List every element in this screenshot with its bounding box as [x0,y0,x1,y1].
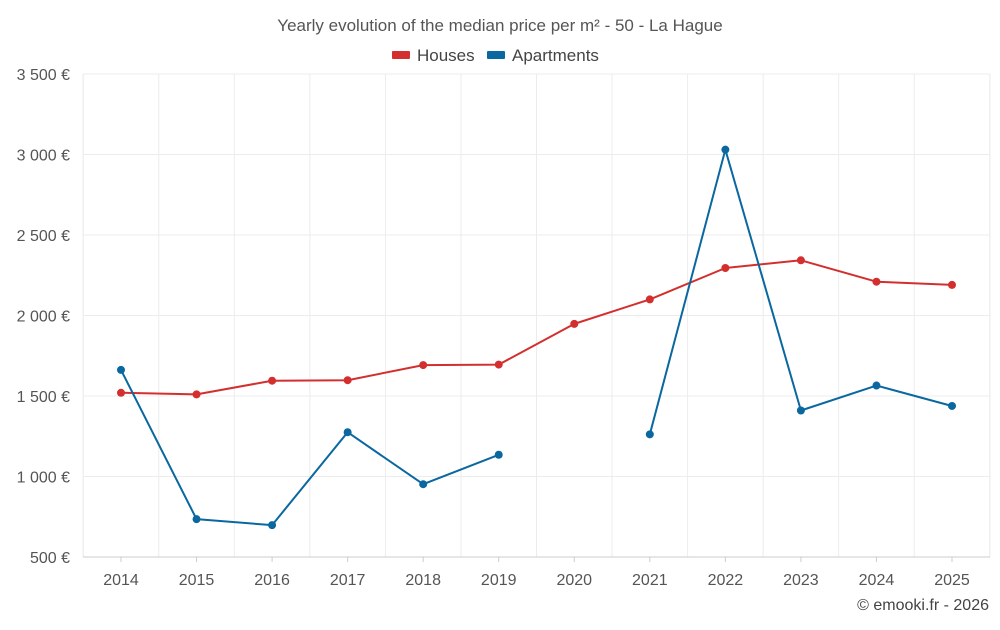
x-tick-label: 2025 [934,572,970,589]
data-point-houses-2016[interactable] [268,376,277,385]
y-tick-label: 2 000 € [17,309,70,326]
data-point-apartments-2021[interactable] [645,430,654,439]
x-tick-label: 2023 [783,572,819,589]
y-tick-label: 3 000 € [17,148,70,165]
legend: Houses Apartments [392,46,599,65]
y-tick-label: 1 500 € [17,389,70,406]
chart-title: Yearly evolution of the median price per… [277,16,722,35]
y-tick-label: 2 500 € [17,228,70,245]
series-line-apartments [648,148,953,435]
data-point-apartments-2018[interactable] [419,480,428,489]
x-tick-label: 2021 [632,572,668,589]
data-point-houses-2017[interactable] [343,376,352,385]
legend-swatch-apartments [487,51,505,59]
axes [83,556,990,562]
data-point-apartments-2025[interactable] [948,401,956,410]
data-point-houses-2025[interactable] [948,280,956,289]
data-point-apartments-2019[interactable] [494,450,503,459]
y-axis-tick-labels: 500 € 1 000 € 1 500 € 2 000 € 2 500 € 3 000 €… [17,67,70,567]
data-point-houses-2023[interactable] [796,256,805,265]
series-points [117,145,956,530]
x-gridlines [82,74,991,557]
data-point-apartments-2023[interactable] [796,406,805,415]
data-point-houses-2020[interactable] [570,319,579,328]
data-point-apartments-2014[interactable] [117,365,125,374]
x-tick-label: 2014 [103,572,139,589]
legend-swatch-houses [392,51,410,59]
legend-label-houses: Houses [417,46,475,65]
data-point-houses-2019[interactable] [494,360,503,369]
data-point-houses-2021[interactable] [645,295,654,304]
data-point-apartments-2015[interactable] [192,515,201,524]
legend-label-apartments: Apartments [512,46,599,65]
data-point-apartments-2022[interactable] [721,145,730,154]
x-tick-label: 2019 [481,572,517,589]
legend-item-apartments[interactable]: Apartments [487,46,599,65]
data-point-houses-2015[interactable] [192,390,201,399]
y-tick-label: 1 000 € [17,470,70,487]
legend-item-houses[interactable]: Houses [392,46,475,65]
series-line-apartments [120,369,500,527]
x-tick-label: 2016 [254,572,290,589]
x-tick-label: 2015 [179,572,215,589]
series-line-houses [120,259,953,396]
y-tick-label: 500 € [30,550,70,567]
y-tick-label: 3 500 € [17,67,70,84]
data-point-houses-2014[interactable] [117,388,125,397]
x-tick-label: 2020 [556,572,592,589]
x-tick-label: 2017 [330,572,366,589]
data-point-apartments-2016[interactable] [268,521,277,530]
x-tick-label: 2018 [405,572,441,589]
data-point-houses-2022[interactable] [721,264,730,273]
x-axis-tick-labels: 2014 2015 2016 2017 2018 2019 2020 2021 2022 2023… [103,572,970,589]
footer-credit: © emooki.fr - 2026 [857,597,989,614]
data-point-houses-2018[interactable] [419,361,428,370]
data-point-apartments-2024[interactable] [872,381,881,390]
data-point-apartments-2017[interactable] [343,428,352,437]
x-tick-label: 2022 [708,572,744,589]
x-tick-label: 2024 [859,572,895,589]
data-point-houses-2024[interactable] [872,277,881,286]
